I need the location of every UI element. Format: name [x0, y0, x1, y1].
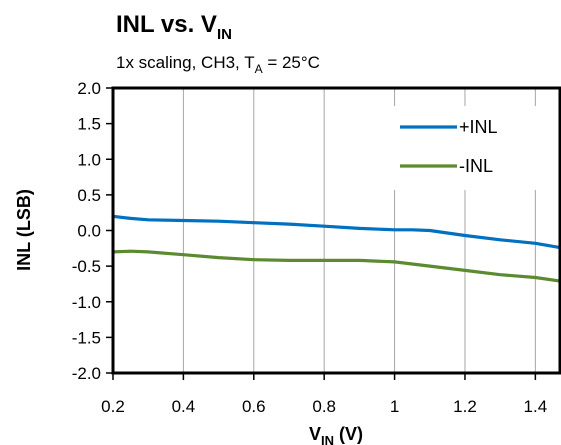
chart-subtitle: 1x scaling, CH3, TA = 25°C	[116, 53, 320, 76]
chart-legend: +INL -INL	[378, 106, 548, 190]
x-tick-label: 1.4	[524, 397, 548, 416]
y-tick-label: 0.5	[77, 186, 101, 205]
legend-label-1: -INL	[459, 156, 493, 176]
y-tick-label: -1.0	[72, 293, 101, 312]
legend-label-0: +INL	[459, 117, 498, 137]
y-tick-label: -2.0	[72, 364, 101, 383]
x-tick-label: 1	[390, 397, 399, 416]
y-tick-label: 2.0	[77, 79, 101, 98]
y-axis-ticks: 2.0 1.5 1.0 0.5 0.0 -0.5 -1.0 -1.5 -2.0	[72, 79, 113, 383]
x-tick-label: 0.4	[172, 397, 196, 416]
x-tick-label: 0.8	[312, 397, 336, 416]
series-line-1	[111, 249, 561, 283]
y-tick-label: -1.5	[72, 328, 101, 347]
x-axis-ticks: 0.2 0.4 0.6 0.8 1 1.2 1.4	[101, 373, 547, 416]
series-lines	[111, 214, 561, 283]
y-tick-label: 0.0	[77, 222, 101, 241]
y-tick-label: 1.0	[77, 150, 101, 169]
y-tick-label: -0.5	[72, 257, 101, 276]
chart-title: INL vs. VIN	[116, 11, 232, 43]
y-axis-label: INL (LSB)	[14, 189, 34, 271]
series-line-0	[111, 214, 561, 250]
x-tick-label: 0.2	[101, 397, 125, 416]
legend-background	[378, 106, 548, 190]
x-axis-label: VIN (V)	[309, 424, 363, 445]
x-tick-label: 1.2	[453, 397, 477, 416]
x-tick-label: 0.6	[242, 397, 266, 416]
y-tick-label: 1.5	[77, 115, 101, 134]
